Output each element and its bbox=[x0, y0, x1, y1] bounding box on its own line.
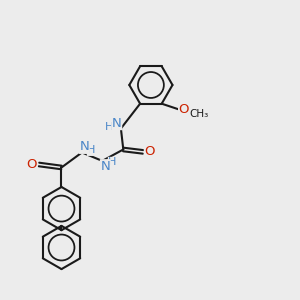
Text: O: O bbox=[145, 146, 155, 158]
Text: N: N bbox=[100, 160, 110, 173]
Text: O: O bbox=[27, 158, 37, 171]
Text: N: N bbox=[112, 117, 122, 130]
Text: H: H bbox=[108, 158, 117, 167]
Text: H: H bbox=[87, 146, 96, 155]
Text: N: N bbox=[80, 140, 89, 153]
Text: CH₃: CH₃ bbox=[190, 109, 209, 119]
Text: H: H bbox=[105, 122, 114, 132]
Text: O: O bbox=[179, 103, 189, 116]
